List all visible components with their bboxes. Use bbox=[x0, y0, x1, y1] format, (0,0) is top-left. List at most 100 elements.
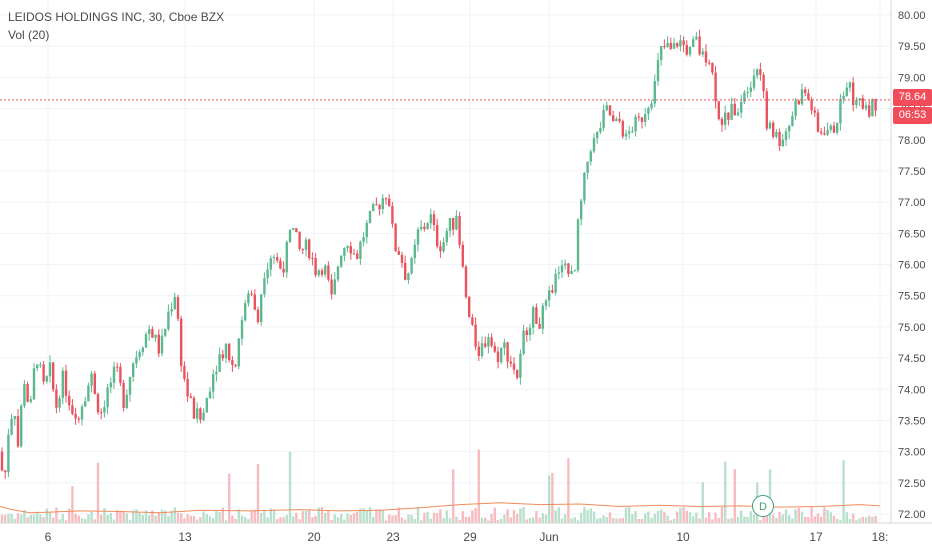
dividend-marker[interactable]: D bbox=[752, 495, 774, 517]
volume-bar bbox=[509, 517, 512, 523]
volume-bar bbox=[538, 517, 541, 523]
volume-bar bbox=[394, 515, 397, 523]
volume-bar bbox=[560, 518, 564, 523]
volume-indicator-label[interactable]: Vol (20) bbox=[8, 28, 50, 42]
candle-body bbox=[852, 82, 855, 106]
volume-bar bbox=[439, 509, 442, 523]
time-axis[interactable]: 6 13 20 23 29 Jun 10 17 18: bbox=[45, 530, 889, 544]
candle-body bbox=[212, 374, 215, 392]
volume-bar bbox=[618, 518, 621, 523]
candle-body bbox=[468, 297, 471, 318]
volume-bar bbox=[180, 513, 183, 523]
volume-bar bbox=[167, 516, 170, 523]
candle-body bbox=[804, 89, 807, 94]
candle-body bbox=[717, 101, 720, 120]
candle-body bbox=[388, 198, 391, 207]
candle-body bbox=[426, 223, 429, 229]
candle-body bbox=[740, 101, 743, 113]
candle-body bbox=[308, 239, 311, 259]
candle-body bbox=[221, 354, 224, 359]
volume-bar bbox=[359, 508, 362, 523]
candle-body bbox=[237, 338, 240, 367]
volume-bar bbox=[474, 507, 477, 523]
volume-bar bbox=[397, 507, 400, 523]
candle-body bbox=[714, 72, 717, 102]
candle-body bbox=[269, 258, 272, 270]
volume-bar bbox=[365, 510, 368, 523]
price-tick-label: 76.50 bbox=[898, 228, 926, 240]
volume-bar bbox=[71, 486, 74, 523]
candle-body bbox=[356, 253, 359, 259]
volume-bar bbox=[48, 511, 52, 523]
candle-body bbox=[173, 297, 176, 310]
volume-bar bbox=[80, 518, 84, 523]
price-axis[interactable]: 72.00 72.50 73.00 73.50 74.00 74.50 75.00 75.50… bbox=[898, 10, 926, 521]
candle-body bbox=[829, 125, 832, 130]
candle-body bbox=[301, 248, 304, 250]
time-tick-label: 10 bbox=[676, 530, 690, 544]
candle-body bbox=[596, 131, 599, 139]
volume-bar bbox=[170, 510, 173, 523]
candle-body bbox=[90, 373, 93, 386]
time-tick-label: 23 bbox=[386, 530, 400, 544]
candle-body bbox=[42, 364, 45, 382]
volume-bar bbox=[740, 510, 743, 523]
candle-body bbox=[352, 253, 356, 255]
candle-body bbox=[634, 116, 637, 132]
volume-bar bbox=[148, 514, 151, 523]
volume-bar bbox=[477, 449, 480, 523]
volume-bar bbox=[263, 509, 266, 523]
candle-body bbox=[682, 40, 685, 46]
candle-body bbox=[144, 334, 148, 348]
volume-bar bbox=[820, 516, 823, 523]
candle-body bbox=[317, 270, 320, 276]
candle-body bbox=[240, 320, 244, 339]
candle-body bbox=[842, 95, 845, 100]
volume-bar bbox=[109, 513, 112, 523]
volume-bar bbox=[224, 520, 228, 523]
volume-bar bbox=[45, 508, 48, 523]
candle-body bbox=[855, 100, 858, 106]
candle-body bbox=[752, 75, 756, 88]
candle-body bbox=[4, 470, 7, 473]
price-tick-label: 72.50 bbox=[898, 478, 926, 490]
volume-bar bbox=[714, 512, 717, 523]
candle-body bbox=[391, 206, 394, 224]
volume-bar bbox=[234, 518, 237, 523]
volume-bar bbox=[826, 509, 829, 523]
candle-body bbox=[672, 43, 676, 49]
volume-bar bbox=[874, 515, 877, 523]
volume-bar bbox=[432, 512, 436, 523]
volume-bar bbox=[800, 511, 804, 523]
candle-body bbox=[784, 131, 788, 140]
candle-body bbox=[637, 116, 640, 118]
candle-body bbox=[378, 204, 381, 210]
volume-bar bbox=[490, 513, 493, 523]
candle-body bbox=[157, 334, 160, 354]
volume-bar bbox=[55, 507, 58, 523]
candle-body bbox=[589, 151, 592, 162]
volume-bar bbox=[381, 510, 384, 523]
candle-body bbox=[71, 405, 74, 414]
candle-body bbox=[244, 303, 247, 321]
volume-bar bbox=[855, 520, 858, 523]
candle-body bbox=[698, 36, 701, 55]
time-tick-label: Jun bbox=[539, 530, 558, 544]
volume-bar bbox=[519, 508, 522, 523]
volume-bar bbox=[464, 516, 468, 523]
volume-bar bbox=[228, 473, 231, 523]
candle-body bbox=[612, 115, 615, 122]
candle-body bbox=[266, 269, 269, 279]
volume-bar bbox=[528, 517, 532, 523]
candle-body bbox=[263, 278, 266, 295]
candle-body bbox=[234, 364, 237, 367]
volume-bar bbox=[192, 515, 196, 523]
symbol-title[interactable]: LEIDOS HOLDINGS INC, 30, Cboe BZX bbox=[8, 10, 225, 24]
candle-body bbox=[10, 418, 13, 435]
candle-body bbox=[404, 262, 407, 280]
candle-body bbox=[560, 265, 564, 273]
volume-bar bbox=[861, 516, 864, 523]
candle-body bbox=[64, 370, 68, 396]
